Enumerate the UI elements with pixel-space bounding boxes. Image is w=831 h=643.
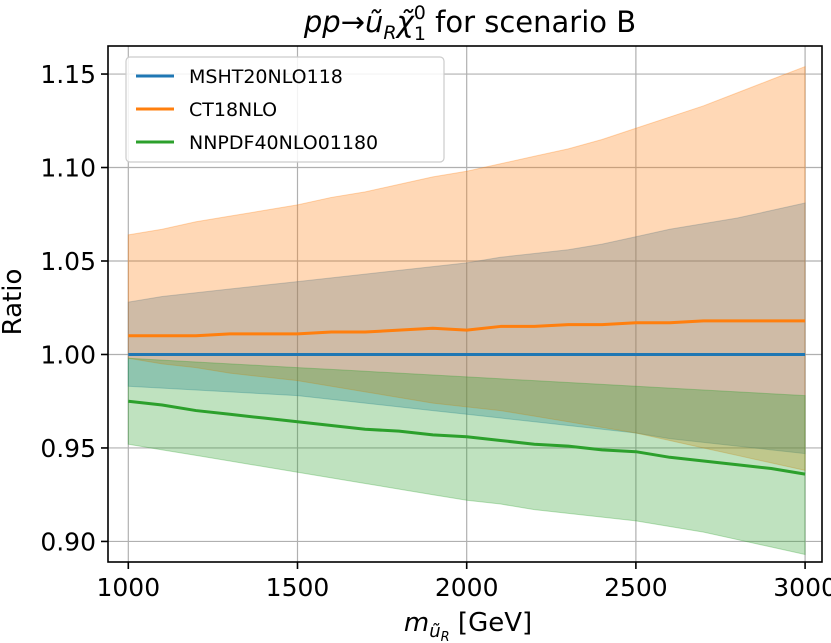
line-nnpdf40nlo01180 — [128, 399, 806, 476]
y-tick-label: 0.95 — [40, 434, 96, 463]
axes — [107, 45, 823, 563]
band-msht20nlo118 — [127, 202, 806, 455]
x-tick-label: 2500 — [604, 573, 668, 602]
legend-box — [125, 56, 445, 163]
x-tick-label: 1500 — [266, 573, 330, 602]
x-tick-label: 2000 — [435, 573, 499, 602]
y-tick-label: 1.10 — [40, 154, 96, 183]
y-tick-label: 1.05 — [40, 247, 96, 276]
axes-frame — [107, 45, 823, 563]
legend-label: CT18NLO — [189, 99, 277, 121]
legend-label: MSHT20NLO118 — [189, 66, 343, 88]
y-tick-label: 1.15 — [40, 60, 96, 89]
series-lines — [128, 319, 806, 476]
uncertainty-bands — [127, 65, 806, 556]
chart-title: pp→ũRχ̃0 1 for scenario B — [303, 2, 636, 45]
line-ct18nlo — [128, 319, 806, 338]
legend-label: NNPDF40NLO01180 — [189, 132, 378, 154]
y-tick-label: 1.00 — [40, 340, 96, 369]
band-ct18nlo — [127, 65, 806, 472]
y-axis-ticks: 0.90 0.95 1.00 1.05 1.10 1.15 — [40, 60, 108, 556]
x-tick-label: 1000 — [96, 573, 160, 602]
band-nnpdf40nlo01180 — [127, 357, 806, 556]
y-axis-label: Ratio — [0, 269, 28, 336]
x-axis-label: mũR [GeV] — [404, 608, 532, 643]
x-tick-label: 3000 — [773, 573, 831, 602]
x-axis-ticks: 1000 1500 2000 2500 3000 — [96, 562, 831, 602]
y-tick-label: 0.90 — [40, 527, 96, 556]
legend: MSHT20NLO118 CT18NLO NNPDF40NLO01180 — [125, 56, 445, 163]
